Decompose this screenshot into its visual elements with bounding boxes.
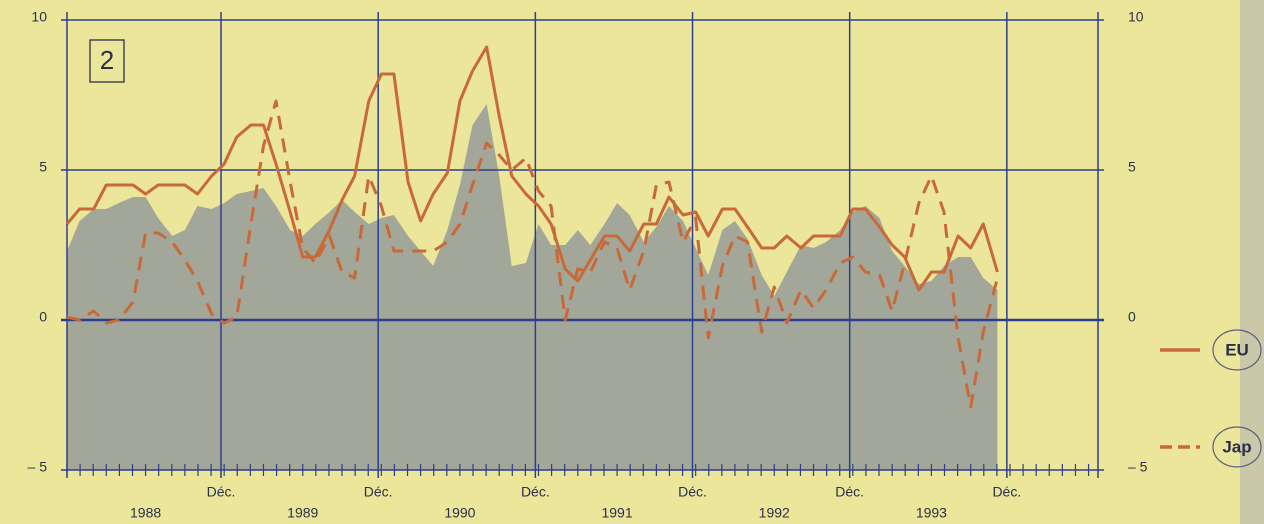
y2-tick-label: 0 bbox=[1128, 309, 1136, 325]
page-edge bbox=[1240, 0, 1264, 524]
line-series bbox=[65, 45, 999, 292]
legend-label: Jap bbox=[1222, 437, 1251, 456]
y2-tick-label: 10 bbox=[1128, 9, 1144, 25]
year-label: 1993 bbox=[916, 505, 947, 521]
y-tick-label: 0 bbox=[39, 309, 47, 325]
legend-label: EU bbox=[1225, 340, 1249, 359]
area bbox=[67, 104, 998, 470]
x-tick-label: Déc. bbox=[364, 484, 393, 500]
year-label: 1992 bbox=[759, 505, 790, 521]
panel-box bbox=[89, 39, 125, 83]
y2-tick-label: 5 bbox=[1128, 159, 1136, 175]
legend-circle bbox=[1212, 426, 1262, 468]
panel-label: 2 bbox=[100, 45, 114, 75]
y-tick-label: – 5 bbox=[28, 459, 48, 475]
line-series bbox=[66, 99, 999, 409]
legend-circle bbox=[1212, 329, 1262, 371]
x-tick-label: Déc. bbox=[992, 484, 1021, 500]
x-tick-label: Déc. bbox=[835, 484, 864, 500]
y-tick-label: 5 bbox=[39, 159, 47, 175]
year-label: 1988 bbox=[130, 505, 161, 521]
y2-tick-label: – 5 bbox=[1128, 459, 1148, 475]
x-tick-label: Déc. bbox=[678, 484, 707, 500]
year-label: 1991 bbox=[601, 505, 632, 521]
x-tick-label: Déc. bbox=[521, 484, 550, 500]
y-tick-label: 10 bbox=[31, 9, 47, 25]
x-tick-label: Déc. bbox=[207, 484, 236, 500]
year-label: 1990 bbox=[444, 505, 475, 521]
year-label: 1989 bbox=[287, 505, 318, 521]
